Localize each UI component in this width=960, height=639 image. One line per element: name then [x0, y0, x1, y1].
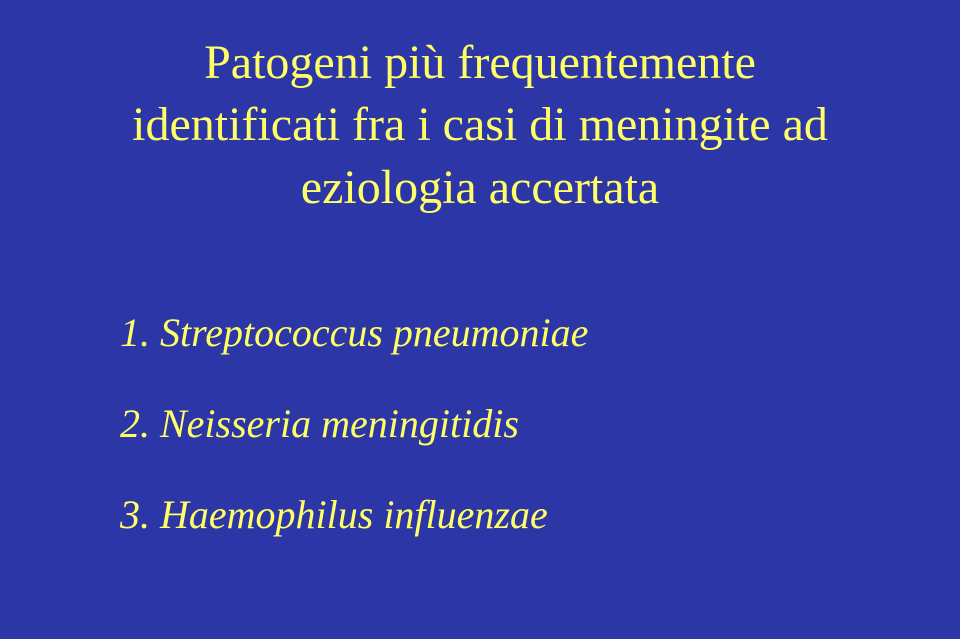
list-item-3: 3. Haemophilus influenzae [120, 491, 900, 538]
title-line-1: Patogeni più frequentemente [60, 32, 900, 94]
list-item-2: 2. Neisseria meningitidis [120, 400, 900, 447]
slide: Patogeni più frequentemente identificati… [0, 0, 960, 639]
slide-body: 1. Streptococcus pneumoniae 2. Neisseria… [60, 309, 900, 538]
title-line-3: eziologia accertata [60, 157, 900, 219]
list-item-1: 1. Streptococcus pneumoniae [120, 309, 900, 356]
slide-title: Patogeni più frequentemente identificati… [60, 32, 900, 219]
title-line-2: identificati fra i casi di meningite ad [60, 94, 900, 156]
